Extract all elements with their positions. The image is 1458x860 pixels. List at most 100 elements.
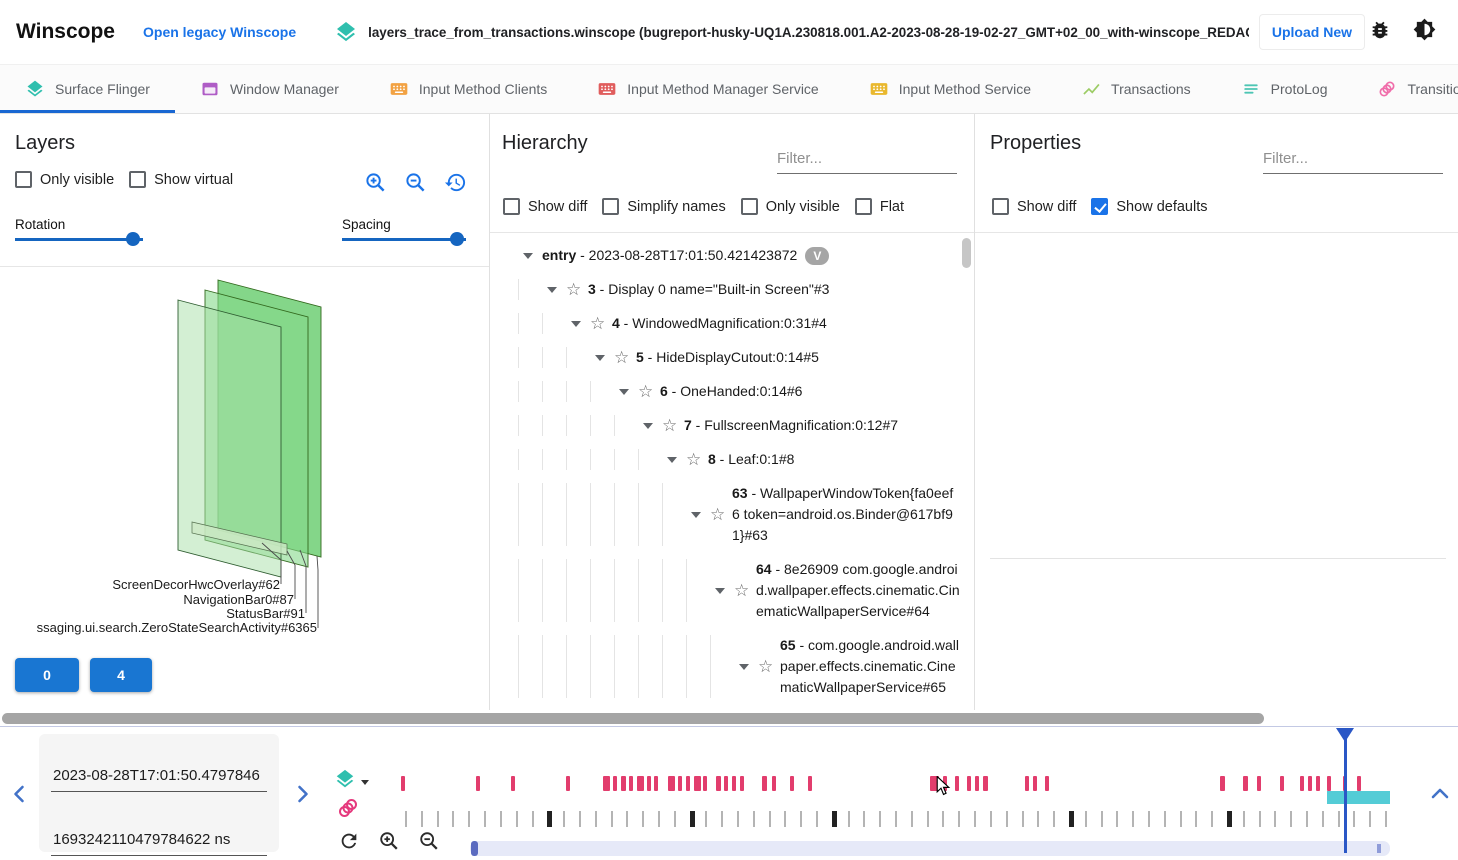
transition-event-tick[interactable]: [626, 811, 629, 827]
sf-event-tick[interactable]: [686, 776, 691, 791]
transition-event-tick[interactable]: [974, 811, 976, 827]
tree-node-64[interactable]: ☆ 64 - 8e26909 com.google.android.wallpap…: [518, 553, 960, 629]
tree-node-65[interactable]: ☆ 65 - com.google.android.wallpaper.effec…: [518, 629, 960, 705]
layer-label[interactable]: StatusBar#91: [226, 606, 305, 621]
sf-event-tick[interactable]: [1257, 776, 1262, 791]
sf-event-tick[interactable]: [566, 776, 571, 791]
expand-arrow-icon[interactable]: [715, 587, 725, 594]
transition-event-tick[interactable]: [499, 811, 502, 827]
transition-event-tick[interactable]: [578, 811, 581, 827]
dark-mode-icon[interactable]: [1413, 18, 1436, 46]
transition-event-tick[interactable]: [1163, 811, 1166, 827]
transition-event-tick[interactable]: [895, 811, 897, 827]
sf-event-tick[interactable]: [1357, 776, 1362, 791]
transition-event-tick[interactable]: [847, 811, 850, 827]
star-icon[interactable]: ☆: [686, 450, 702, 469]
star-icon[interactable]: ☆: [566, 280, 582, 299]
sf-event-tick[interactable]: [612, 776, 617, 791]
human-time-input[interactable]: 2023-08-28T17:01:50.4797846: [51, 752, 267, 792]
transition-event-tick[interactable]: [1369, 811, 1372, 827]
transition-event-tick[interactable]: [721, 811, 724, 827]
transition-event-tick[interactable]: [705, 811, 708, 827]
horizontal-scrollbar-thumb[interactable]: [2, 713, 1264, 724]
tree-node-entry[interactable]: entry - 2023-08-28T17:01:50.421423872 V: [518, 239, 960, 273]
transition-event-tick[interactable]: [1258, 811, 1261, 827]
tree-node-3[interactable]: ☆ 3 - Display 0 name="Built-in Screen"#3: [518, 273, 960, 307]
sf-event-tick[interactable]: [1299, 776, 1304, 791]
transition-event-tick[interactable]: [657, 811, 660, 827]
upload-new-button[interactable]: Upload New: [1258, 14, 1365, 50]
transition-event-tick[interactable]: [1021, 811, 1024, 827]
sf-event-tick[interactable]: [807, 776, 812, 791]
layer-label[interactable]: NavigationBar0#87: [183, 592, 294, 607]
tree-node-4[interactable]: ☆ 4 - WindowedMagnification:0:31#4: [518, 307, 960, 341]
expand-arrow-icon[interactable]: [571, 320, 581, 327]
timeline-range-slider[interactable]: [470, 841, 1390, 856]
transition-event-tick[interactable]: [879, 811, 882, 827]
sf-event-tick[interactable]: [1219, 776, 1225, 791]
collapse-timeline-chevron-icon[interactable]: [1428, 782, 1452, 811]
expand-arrow-icon[interactable]: [667, 456, 677, 463]
transition-event-tick[interactable]: [563, 811, 566, 827]
tree-node-8[interactable]: ☆ 8 - Leaf:0:1#8: [518, 443, 960, 477]
surface-flinger-trace-icon[interactable]: [334, 768, 356, 790]
transition-event-tick[interactable]: [1385, 811, 1387, 827]
transition-event-tick[interactable]: [484, 811, 486, 827]
tree-node-63[interactable]: ☆ 63 - WallpaperWindowToken{fa0eef6 token…: [518, 477, 960, 553]
playhead-line[interactable]: [1343, 736, 1347, 853]
sf-event-tick[interactable]: [739, 776, 744, 791]
transition-event-tick[interactable]: [1211, 811, 1214, 827]
transition-event-tick[interactable]: [910, 811, 913, 827]
sf-event-tick[interactable]: [1326, 776, 1331, 791]
refresh-icon[interactable]: [338, 830, 360, 852]
sf-event-tick[interactable]: [602, 776, 610, 791]
hierarchy-filter-input[interactable]: Filter...: [777, 148, 957, 174]
tab-surface-flinger[interactable]: Surface Flinger: [0, 65, 175, 113]
tab-input-method-manager-service[interactable]: Input Method Manager Service: [572, 65, 843, 113]
transition-event-tick[interactable]: [1321, 811, 1324, 827]
sf-event-tick[interactable]: [955, 776, 960, 791]
tree-node-5[interactable]: ☆ 5 - HideDisplayCutout:0:14#5: [518, 341, 960, 375]
sf-event-tick[interactable]: [510, 776, 515, 791]
sf-event-tick[interactable]: [620, 776, 626, 791]
hierarchy-show-diff-checkbox[interactable]: Show diff: [503, 198, 587, 215]
timeline-zoom-out-icon[interactable]: [418, 830, 440, 852]
open-legacy-link[interactable]: Open legacy Winscope: [143, 24, 297, 40]
sf-event-tick[interactable]: [694, 776, 701, 791]
timeline-canvas[interactable]: [400, 728, 1390, 860]
tab-input-method-service[interactable]: Input Method Service: [844, 65, 1056, 113]
layer-label[interactable]: ssaging.ui.search.ZeroStateSearchActivit…: [36, 620, 317, 635]
transition-event-tick[interactable]: [1100, 811, 1103, 827]
transition-event-tick[interactable]: [1053, 811, 1056, 827]
transition-event-tick[interactable]: [610, 811, 613, 827]
star-icon[interactable]: ☆: [734, 581, 750, 600]
transition-event-tick[interactable]: [831, 811, 837, 827]
transition-event-tick[interactable]: [1290, 811, 1293, 827]
sf-event-tick[interactable]: [1242, 776, 1248, 791]
zoom-out-icon[interactable]: [404, 171, 427, 194]
transition-event-tick[interactable]: [1037, 811, 1040, 827]
sf-event-tick[interactable]: [668, 776, 676, 791]
transition-event-tick[interactable]: [1353, 811, 1356, 827]
zoom-selection-bar[interactable]: [1326, 791, 1390, 804]
transition-event-tick[interactable]: [436, 811, 439, 827]
trace-dropdown-caret-icon[interactable]: [361, 780, 369, 785]
transition-event-tick[interactable]: [468, 811, 471, 827]
transition-event-tick[interactable]: [1337, 811, 1340, 827]
rotation-slider[interactable]: [15, 232, 143, 246]
transition-event-tick[interactable]: [1242, 811, 1245, 827]
display-id-button[interactable]: 0: [15, 658, 79, 692]
sf-event-tick[interactable]: [646, 776, 651, 791]
transition-event-tick[interactable]: [863, 811, 866, 827]
sf-event-tick[interactable]: [731, 776, 736, 791]
display-id-button[interactable]: 4: [90, 658, 152, 692]
transition-event-tick[interactable]: [531, 811, 534, 827]
expand-arrow-icon[interactable]: [523, 252, 533, 259]
sf-event-tick[interactable]: [1024, 776, 1029, 791]
sf-event-tick[interactable]: [975, 776, 980, 791]
star-icon[interactable]: ☆: [590, 314, 606, 333]
transition-event-tick[interactable]: [768, 811, 771, 827]
sf-event-tick[interactable]: [762, 776, 768, 791]
expand-arrow-icon[interactable]: [643, 422, 653, 429]
tab-transitions[interactable]: Transitions: [1352, 65, 1458, 113]
